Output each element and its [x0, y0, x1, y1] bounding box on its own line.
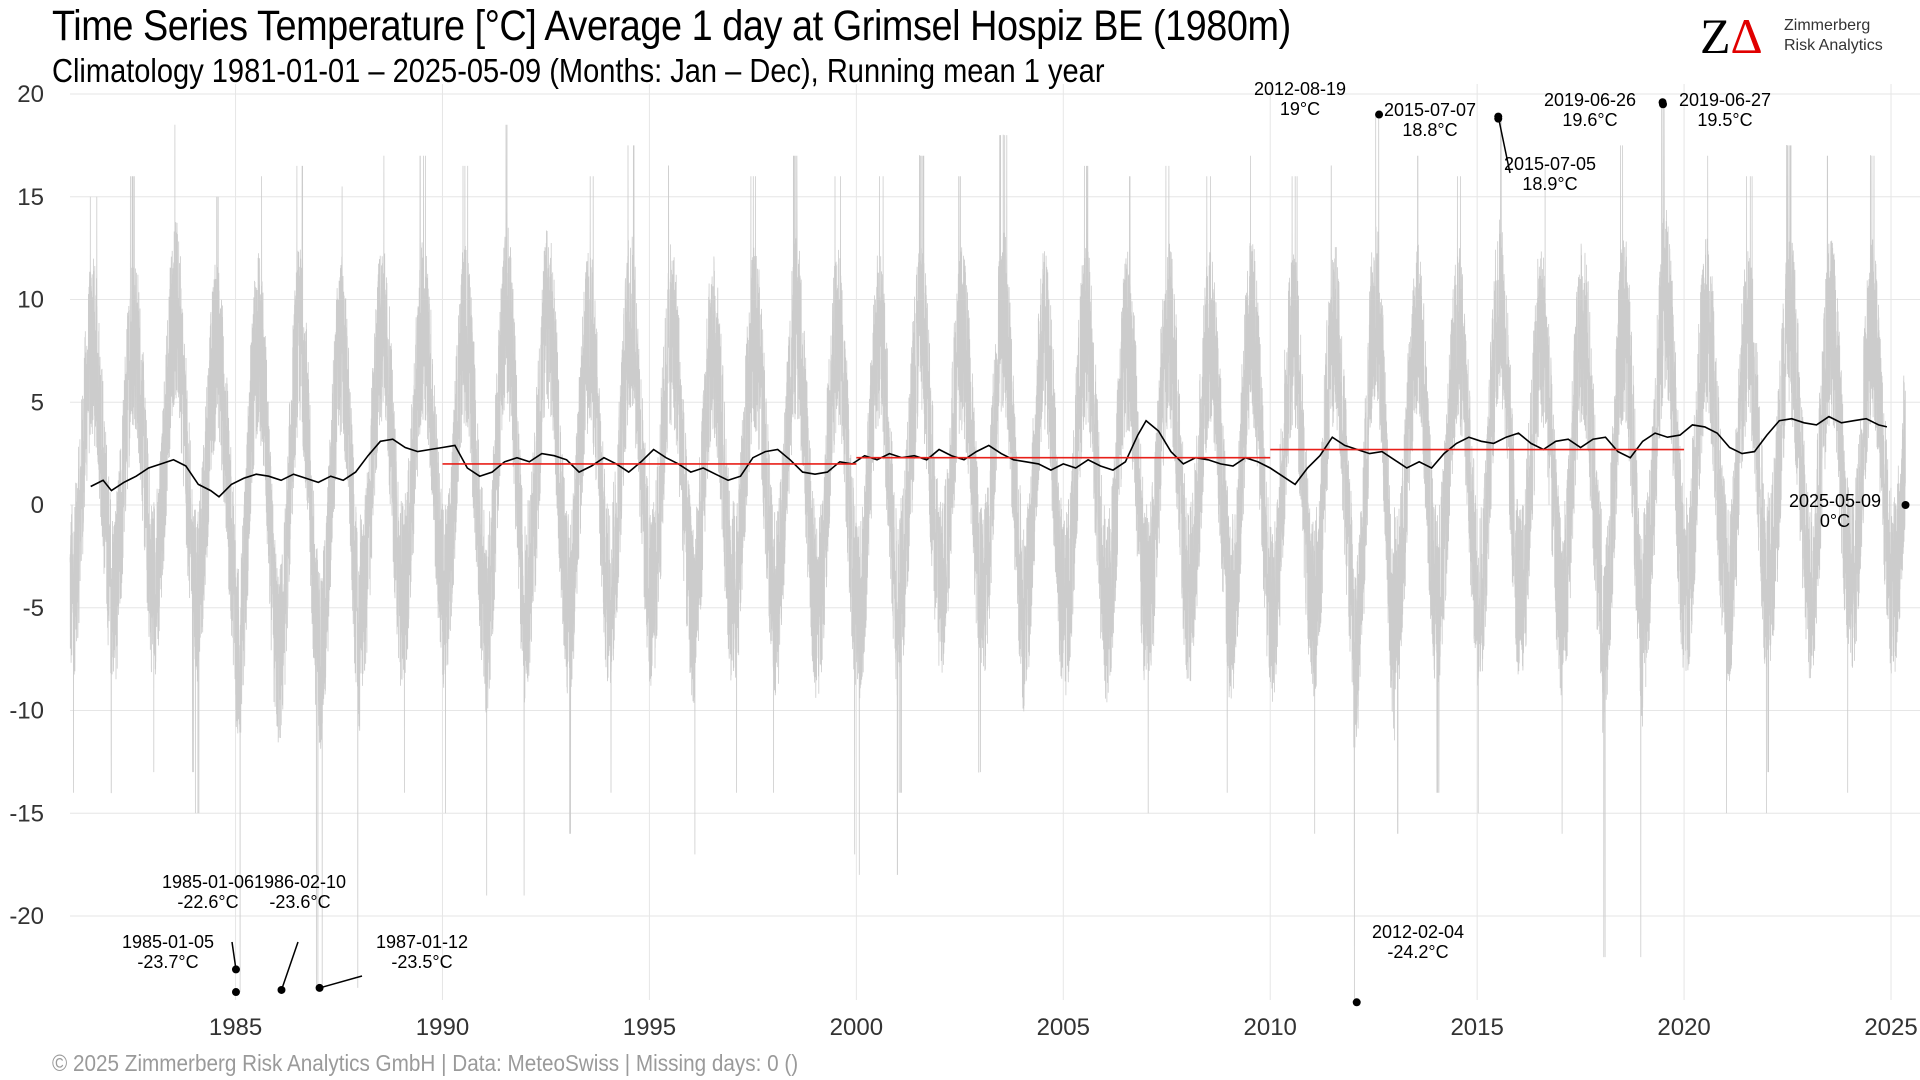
annotation-point — [1352, 998, 1361, 1007]
annotation-point — [1658, 100, 1667, 109]
daily-series-layer — [69, 102, 1906, 1003]
grid-layer — [70, 84, 1920, 1000]
annotation-value: -23.6°C — [269, 892, 330, 912]
annotation-point — [1901, 501, 1910, 509]
x-tick-label: 1995 — [623, 1014, 676, 1041]
annotation-leader — [1497, 116, 1511, 174]
x-tick-label: 2005 — [1037, 1014, 1090, 1041]
annotation-point — [1375, 110, 1384, 119]
y-tick-label: 15 — [17, 184, 44, 211]
x-tick-label: 2000 — [830, 1014, 883, 1041]
y-tick-label: -15 — [9, 800, 44, 827]
annotation-point — [231, 988, 240, 997]
y-tick-label: 20 — [17, 81, 44, 108]
y-tick-label: 10 — [17, 287, 44, 314]
chart-subtitle: Climatology 1981-01-01 – 2025-05-09 (Mon… — [52, 52, 1105, 89]
x-tick-label: 2015 — [1450, 1014, 1503, 1041]
annotation-leader — [319, 975, 363, 989]
logo-mark-icon: ZΔ — [1700, 8, 1763, 64]
logo-line-2: Risk Analytics — [1784, 37, 1883, 54]
annotation-value: -22.6°C — [177, 892, 238, 912]
annotation-date: 2015-07-07 — [1384, 100, 1476, 120]
daily-average-line — [69, 102, 1906, 1003]
annotation-leader — [280, 941, 299, 991]
annotation-date: 2012-08-19 — [1254, 79, 1346, 99]
logo-delta: Δ — [1730, 8, 1763, 64]
logo-z: Z — [1700, 8, 1731, 64]
y-tick-label: -20 — [9, 903, 44, 930]
chart-title: Time Series Temperature [°C] Average 1 d… — [52, 2, 1291, 50]
y-tick-label: 5 — [31, 389, 44, 416]
annotation-date: 1986-02-10 — [254, 872, 346, 892]
annotation-date: 1985-01-06 — [162, 872, 254, 892]
running-mean-line — [90, 415, 1888, 498]
x-tick-label: 2020 — [1657, 1014, 1710, 1041]
annotation-value: 19.6°C — [1562, 110, 1617, 130]
annotation-value: 19.5°C — [1697, 110, 1752, 130]
annotation-date: 2015-07-05 — [1504, 154, 1596, 174]
annotation-value: 18.9°C — [1522, 174, 1577, 194]
decadal-mean-layer — [442, 448, 1685, 465]
y-tick-label: 0 — [31, 492, 44, 519]
annotation-date: 1987-01-12 — [376, 932, 468, 952]
x-tick-label: 1985 — [209, 1014, 262, 1041]
annotation-date: 1985-01-05 — [122, 932, 214, 952]
y-tick-label: -5 — [23, 595, 44, 622]
annotation-value: -24.2°C — [1387, 942, 1448, 962]
annotation-value: -23.5°C — [391, 952, 452, 972]
footer-credits: © 2025 Zimmerberg Risk Analytics GmbH | … — [52, 1050, 799, 1076]
annotation-date: 2012-02-04 — [1372, 922, 1464, 942]
annotation-leader — [231, 941, 237, 970]
x-tick-label: 2025 — [1864, 1014, 1917, 1041]
y-tick-label: -10 — [9, 698, 44, 725]
annotation-value: -23.7°C — [137, 952, 198, 972]
logo-line-1: Zimmerberg — [1784, 17, 1871, 34]
annotation-date: 2019-06-27 — [1679, 90, 1771, 110]
running-mean-layer — [90, 415, 1888, 498]
annotation-date: 2019-06-26 — [1544, 90, 1636, 110]
annotation-value: 0°C — [1820, 511, 1850, 531]
x-tick-label: 2010 — [1244, 1014, 1297, 1041]
annotation-date: 2025-05-09 — [1789, 491, 1881, 511]
annotation-value: 19°C — [1280, 99, 1320, 119]
logo-text: Zimmerberg Risk Analytics — [1784, 16, 1883, 56]
x-tick-label: 1990 — [416, 1014, 469, 1041]
annotation-value: 18.8°C — [1402, 120, 1457, 140]
company-logo: ZΔ Zimmerberg Risk Analytics — [1700, 8, 1900, 64]
